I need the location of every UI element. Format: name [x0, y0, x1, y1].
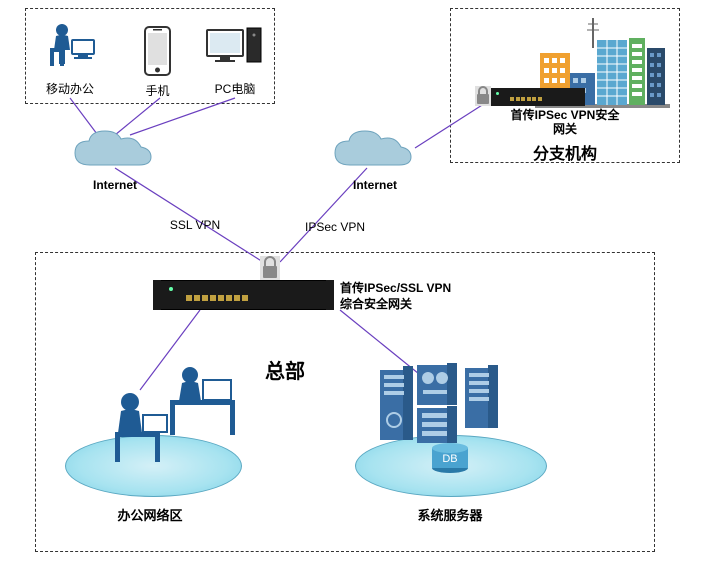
branch-title: 分支机构 [520, 140, 610, 164]
hq-gateway [160, 280, 327, 310]
db-text: DB [442, 453, 457, 465]
cloud-left [70, 130, 155, 175]
hq-gw-label: 首传IPSec/SSL VPN 综合安全网关 [340, 281, 480, 312]
branch-gw-label: 首传IPSec VPN安全 网关 [500, 108, 630, 137]
hq-lock-icon [260, 256, 280, 280]
mobile-office-icon [40, 18, 100, 73]
mobile-office-label: 移动办公 [40, 80, 100, 97]
hq-title: 总部 [255, 355, 315, 384]
branch-lock-icon [475, 86, 491, 106]
ipsec-vpn-label: IPSec VPN [300, 220, 370, 234]
office-zone-label: 办公网络区 [105, 505, 195, 524]
servers-label: 系统服务器 [405, 505, 495, 524]
pc-icon [205, 25, 265, 75]
cloud-right [330, 130, 415, 175]
phone-icon [140, 25, 175, 80]
internet2-label: Internet [345, 178, 405, 192]
internet1-label: Internet [85, 178, 145, 192]
pc-label: PC电脑 [210, 80, 260, 97]
office-people-icon [95, 360, 245, 470]
ssl-vpn-label: SSL VPN [165, 218, 225, 232]
phone-label: 手机 [135, 82, 180, 99]
servers-icon: DB [375, 360, 535, 475]
branch-gateway [490, 88, 585, 106]
